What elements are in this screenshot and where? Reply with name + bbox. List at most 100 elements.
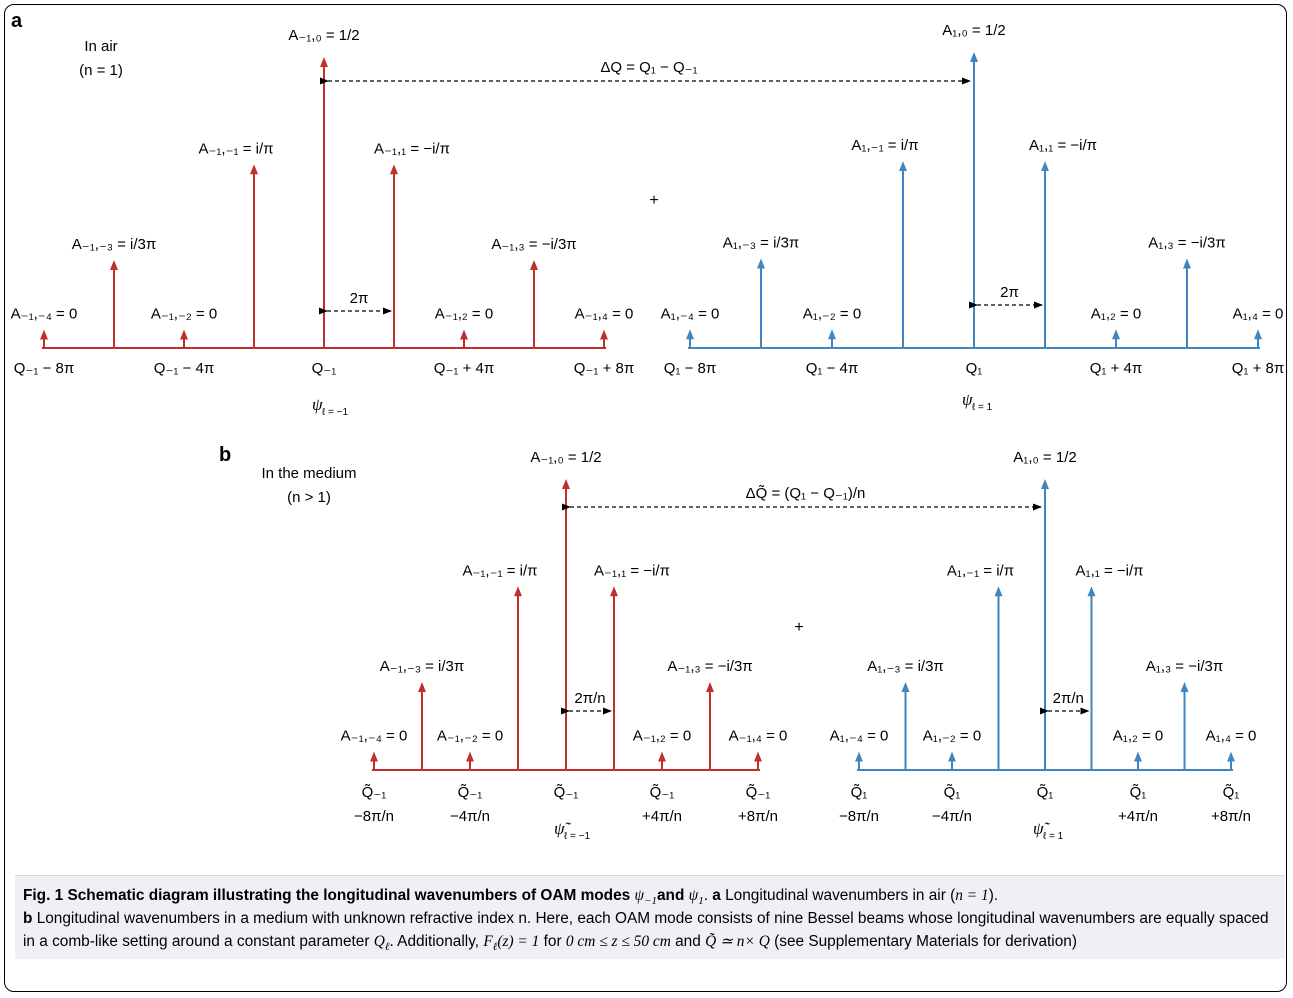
comb-b-right: A₁,₋₄ = 0 Q̃₁ −8π/n A₁,₋₃ = i/3π A₁,₋₂ = 0 Q̃…	[830, 449, 1257, 842]
caption-b-q-sub: ℓ	[384, 941, 390, 954]
mode-label-sub: ℓ = −1	[564, 831, 590, 842]
amplitude-label: A₁,₋₁ = i/π	[851, 137, 918, 154]
axis-tick-label: Q₋₁ + 4π	[434, 360, 494, 377]
amplitude-label: A₁,₋₁ = i/π	[947, 562, 1014, 579]
delta-q-label: ΔQ = Q₁ − Q₋₁	[600, 59, 697, 76]
delta-q-tilde-label: ΔQ̃ = (Q₁ − Q₋₁)/n	[746, 485, 866, 502]
caption-title: Schematic diagram illustrating the longi…	[67, 887, 631, 904]
panel-b-medium-line1: In the medium	[261, 465, 356, 482]
caption-psi-1-sub: 1	[698, 895, 704, 908]
panel-a-medium-line2: (n = 1)	[79, 62, 123, 79]
amplitude-label: A₋₁,₁ = −i/π	[374, 140, 450, 157]
axis-tick-label: Q̃₁	[851, 784, 868, 801]
spacing-label: 2π/n	[574, 690, 605, 707]
panel-a-plus: +	[649, 192, 658, 209]
axis-tick-label: Q₁ − 4π	[806, 360, 859, 377]
amplitude-label: A₋₁,₃ = −i/3π	[667, 658, 752, 675]
figure-frame: a In air (n = 1) + b In the medium (n > …	[4, 4, 1287, 992]
axis-tick-label-offset: +8π/n	[738, 808, 778, 825]
amplitude-label: A₁,₁ = −i/π	[1076, 562, 1144, 579]
amplitude-label: A₁,₄ = 0	[1233, 305, 1284, 322]
amplitude-label: A₋₁,₋₁ = i/π	[462, 562, 537, 579]
mode-label: ψ	[962, 390, 973, 409]
comb-groups: A₋₁,₋₄ = 0 Q₋₁ − 8π A₋₁,₋₃ = i/3π A₋₁,₋₂ = …	[11, 22, 1285, 842]
axis-tick-label: Q̃₁	[944, 784, 961, 801]
panel-a-medium-line1: In air	[84, 38, 117, 55]
caption-b-label: b	[23, 910, 33, 927]
amplitude-label: A₁,₃ = −i/3π	[1148, 235, 1225, 252]
figure-caption: Fig. 1 Schematic diagram illustrating th…	[15, 875, 1285, 959]
axis-tick-label-offset: −8π/n	[354, 808, 394, 825]
caption-a-label: a	[712, 887, 721, 904]
axis-tick-label: Q̃₁	[1130, 784, 1147, 801]
amplitude-label: A₋₁,₋₂ = 0	[151, 306, 217, 323]
comb-a-left: A₋₁,₋₄ = 0 Q₋₁ − 8π A₋₁,₋₃ = i/3π A₋₁,₋₂ = …	[11, 27, 635, 418]
amplitude-label: A₁,₂ = 0	[1113, 728, 1164, 745]
amplitude-label: A₁,₋₄ = 0	[830, 728, 889, 745]
spacing-label: 2π	[1000, 284, 1019, 301]
amplitude-label: A₁,₋₄ = 0	[661, 305, 720, 322]
axis-tick-label: Q₁ + 8π	[1232, 360, 1285, 377]
caption-b-add: . Additionally,	[389, 933, 480, 950]
axis-tick-label-offset: −4π/n	[932, 808, 972, 825]
caption-fig-label: Fig. 1	[23, 887, 64, 904]
axis-tick-label: Q₋₁	[312, 360, 337, 377]
spacing-label: 2π/n	[1053, 690, 1084, 707]
mode-label-sub: ℓ = 1	[1043, 831, 1064, 842]
caption-and: and	[656, 887, 685, 904]
amplitude-label: A₁,₀ = 1/2	[1013, 449, 1076, 466]
axis-tick-label-offset: −4π/n	[450, 808, 490, 825]
axis-tick-label: Q₋₁ − 4π	[154, 360, 214, 377]
caption-b-q: Q	[373, 933, 385, 950]
axis-tick-label: Q₁ − 8π	[664, 360, 717, 377]
axis-tick-label: Q₁	[966, 360, 983, 377]
amplitude-label: A₋₁,₀ = 1/2	[288, 27, 359, 44]
axis-tick-label: Q₋₁ − 8π	[14, 360, 74, 377]
axis-tick-label: Q̃₋₁	[650, 784, 675, 801]
caption-b-f-sub: ℓ	[492, 941, 498, 954]
comb-diagram: a In air (n = 1) + b In the medium (n > …	[11, 10, 1285, 842]
amplitude-label: A₁,₋₃ = i/3π	[867, 658, 944, 675]
axis-tick-label-offset: −8π/n	[839, 808, 879, 825]
amplitude-label: A₋₁,₀ = 1/2	[530, 449, 601, 466]
axis-tick-label-offset: +4π/n	[642, 808, 682, 825]
caption-psi-m1: ψ	[634, 887, 645, 904]
spacing-label: 2π	[350, 290, 369, 307]
caption-a-math: n = 1	[955, 887, 989, 904]
amplitude-label: A₋₁,₋₃ = i/3π	[380, 658, 464, 675]
amplitude-label: A₋₁,₋₃ = i/3π	[72, 236, 156, 253]
caption-b-range: 0 cm ≤ z ≤ 50 cm	[565, 933, 671, 950]
amplitude-label: A₁,₁ = −i/π	[1029, 137, 1097, 154]
amplitude-label: A₋₁,₄ = 0	[575, 306, 634, 323]
amplitude-label: A₁,₂ = 0	[1091, 305, 1142, 322]
axis-tick-label: Q̃₋₁	[554, 784, 579, 801]
caption-b-text: Longitudinal wavenumbers in a medium wit…	[23, 910, 1269, 950]
mode-label: ψ	[312, 395, 323, 414]
caption-b-f: F	[483, 933, 493, 950]
caption-a-end: ).	[988, 887, 999, 904]
axis-tick-label: Q₁ + 4π	[1090, 360, 1143, 377]
axis-tick-label: Q̃₋₁	[746, 784, 771, 801]
panel-b-plus: +	[794, 619, 803, 636]
axis-tick-label: Q̃₋₁	[362, 784, 387, 801]
caption-b-rel: Q̃ ≃ n× Q	[705, 933, 770, 950]
axis-tick-label: Q̃₋₁	[458, 784, 483, 801]
amplitude-label: A₋₁,₁ = −i/π	[594, 562, 670, 579]
axis-tick-label-offset: +8π/n	[1211, 808, 1251, 825]
panel-b-medium-line2: (n > 1)	[287, 489, 331, 506]
amplitude-label: A₋₁,₄ = 0	[729, 728, 788, 745]
caption-b-f-rest: (z) = 1	[497, 933, 540, 950]
comb-a-right: A₁,₋₄ = 0 Q₁ − 8π A₁,₋₃ = i/3π A₁,₋₂ = 0 Q₁ …	[661, 22, 1285, 413]
caption-psi-1: ψ	[688, 887, 699, 904]
axis-tick-label: Q̃₁	[1223, 784, 1240, 801]
amplitude-label: A₋₁,₂ = 0	[633, 728, 691, 745]
amplitude-label: A₁,₋₃ = i/3π	[723, 235, 800, 252]
caption-psi-m1-sub: −1	[644, 895, 657, 908]
amplitude-label: A₁,₃ = −i/3π	[1146, 658, 1223, 675]
amplitude-label: A₋₁,₋₁ = i/π	[198, 140, 273, 157]
comb-b-left: A₋₁,₋₄ = 0 Q̃₋₁ −8π/n A₋₁,₋₃ = i/3π A₋₁,₋₂ =…	[341, 449, 788, 842]
amplitude-label: A₋₁,₃ = −i/3π	[491, 236, 576, 253]
caption-b-tail: (see Supplementary Materials for derivat…	[774, 933, 1077, 950]
amplitude-label: A₋₁,₋₄ = 0	[341, 728, 408, 745]
amplitude-label: A₋₁,₋₄ = 0	[11, 306, 78, 323]
